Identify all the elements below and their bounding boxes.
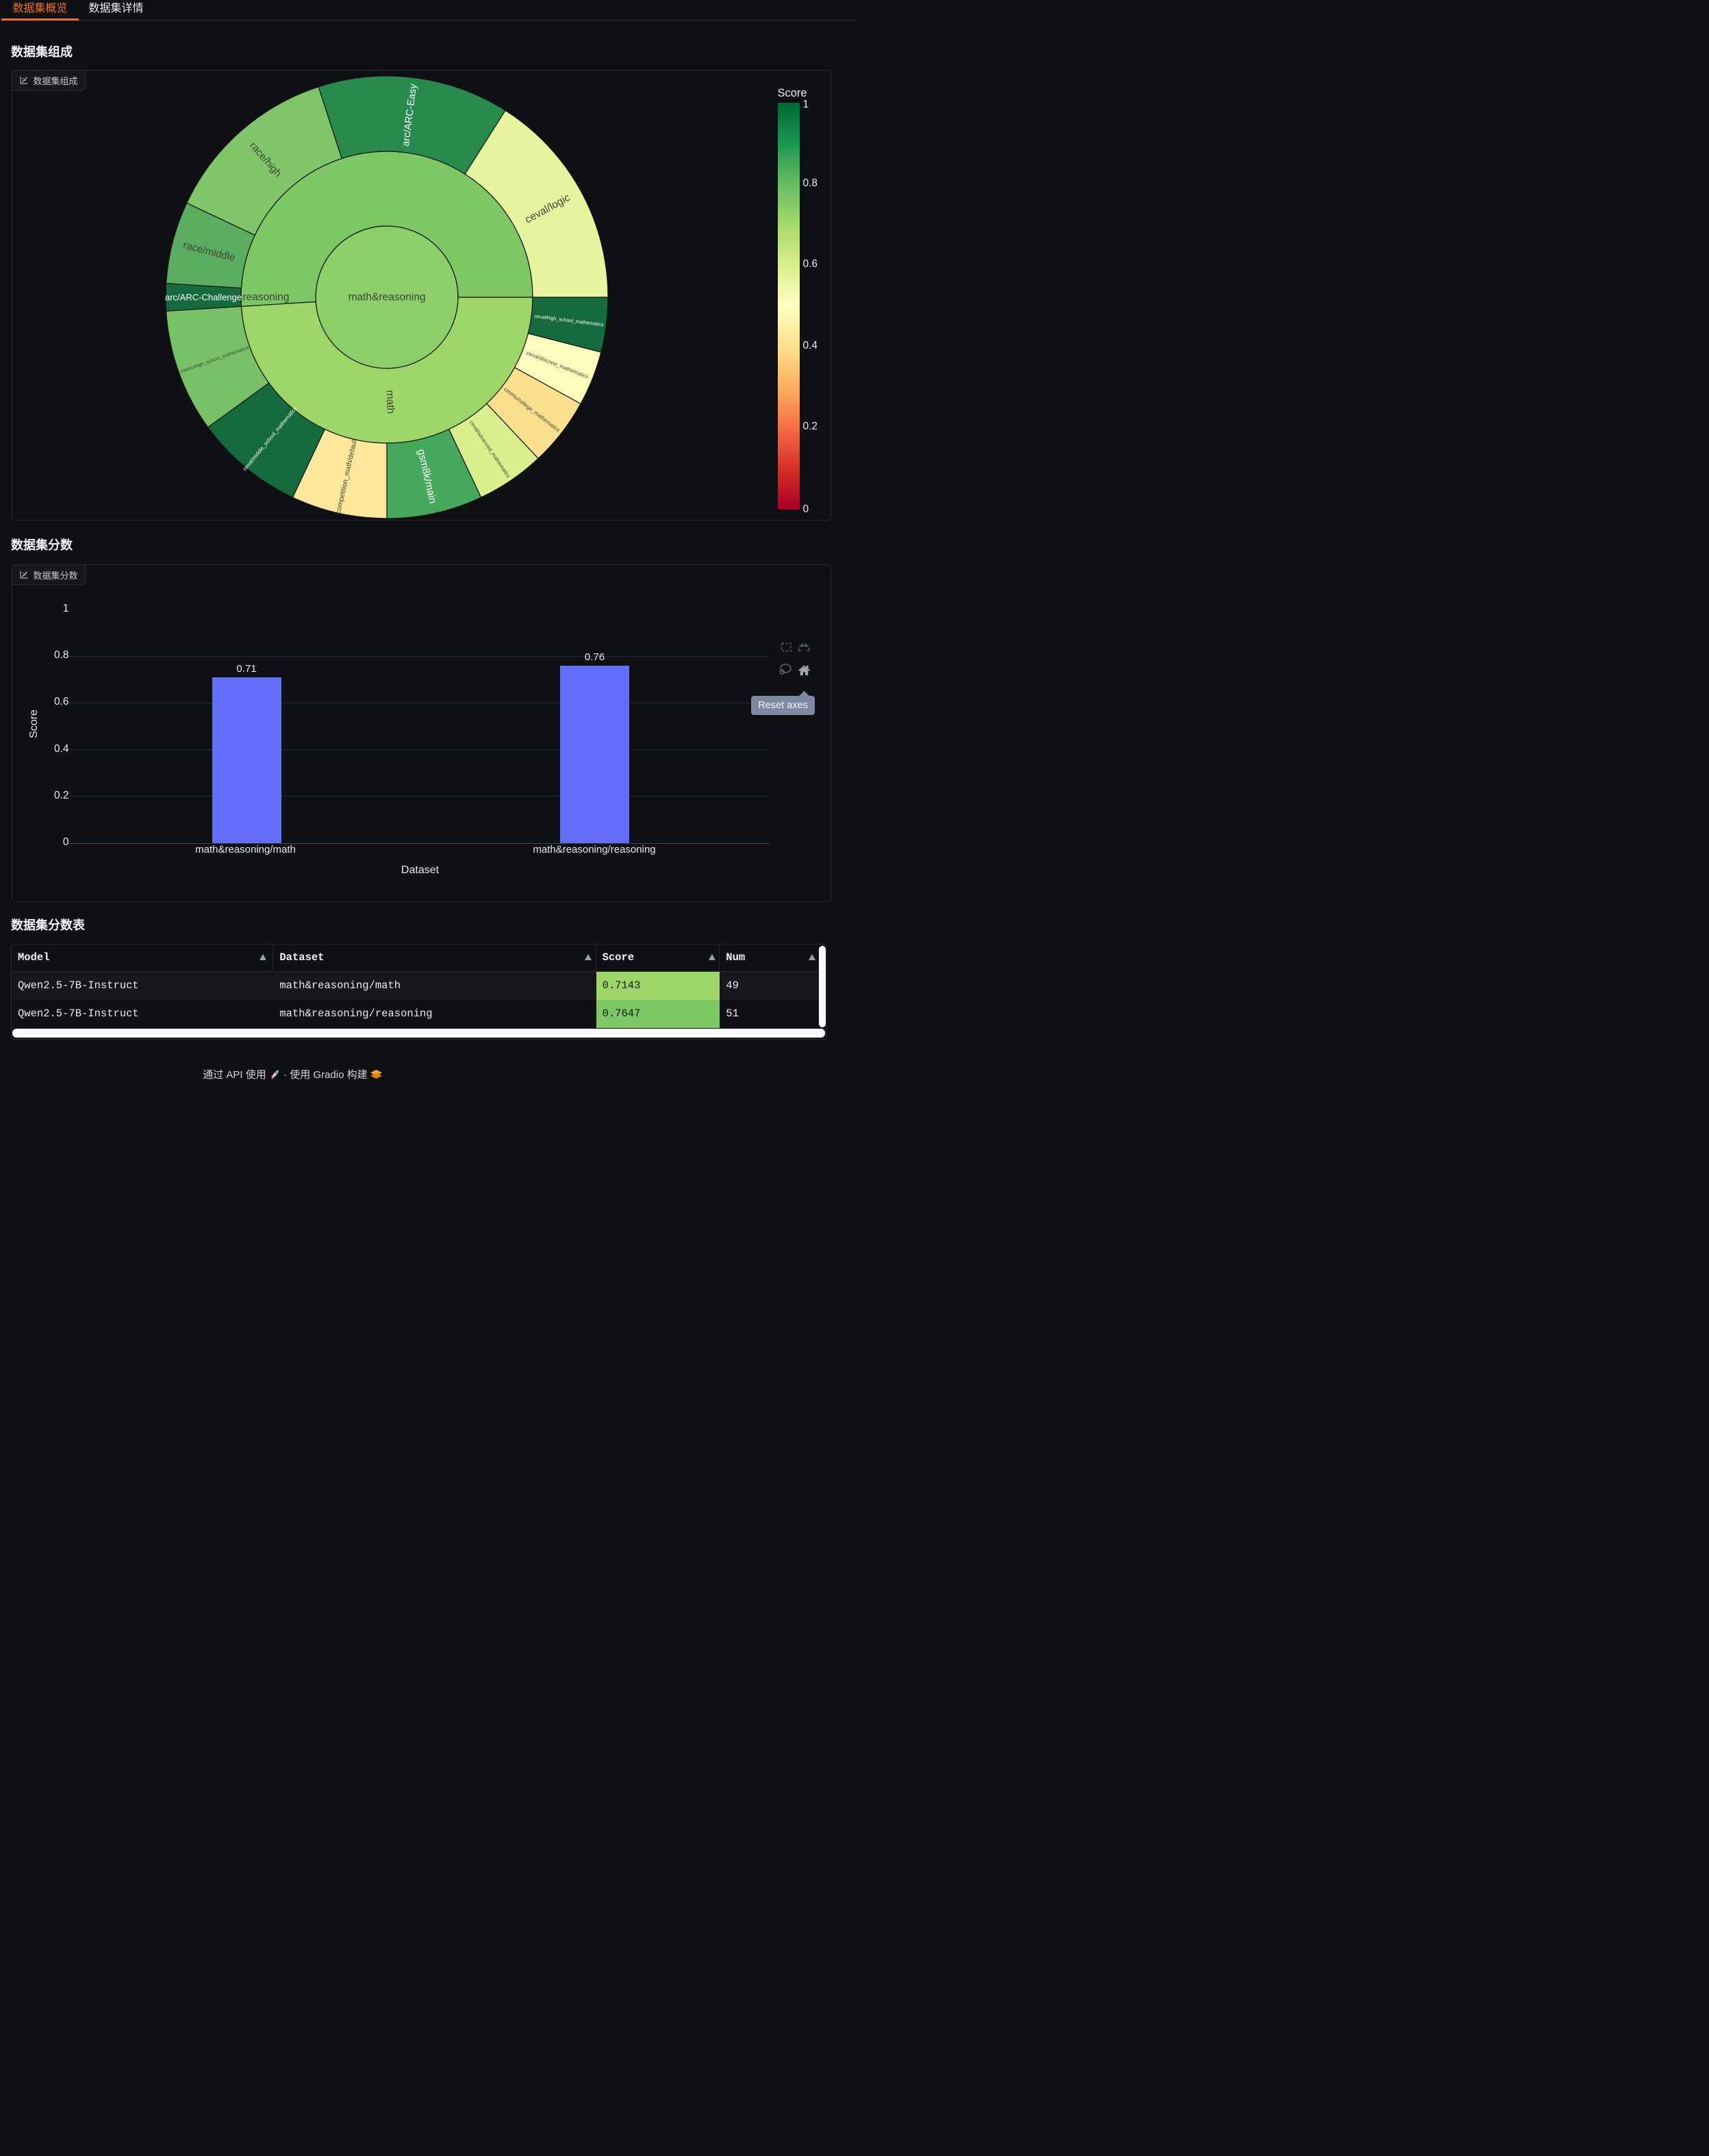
- svg-text:reasoning: reasoning: [242, 292, 289, 303]
- svg-text:arc/ARC-Challenge: arc/ARC-Challenge: [165, 292, 242, 303]
- svg-text:math&reasoning: math&reasoning: [348, 292, 425, 303]
- svg-text:math: math: [383, 390, 396, 414]
